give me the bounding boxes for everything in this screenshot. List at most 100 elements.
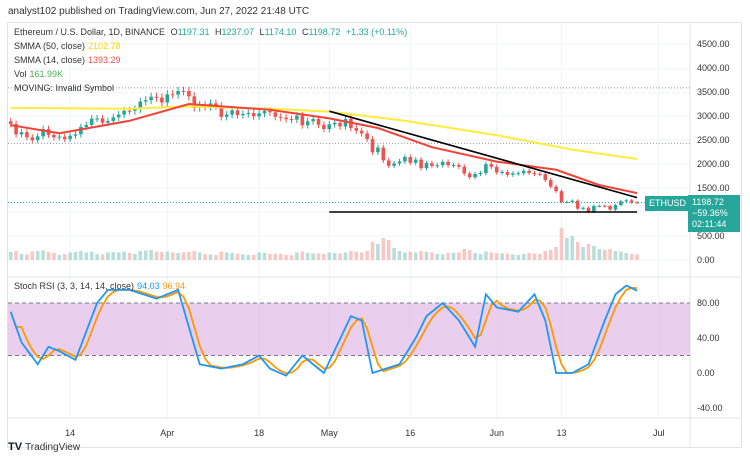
candle-body	[143, 100, 148, 102]
volume-bar	[419, 251, 423, 260]
stoch-d-line	[9, 286, 638, 375]
high-label: H	[214, 27, 222, 37]
candle-body	[343, 118, 348, 127]
volume-bar	[602, 250, 607, 260]
volume-bar	[624, 253, 629, 260]
volume-bar	[581, 247, 585, 260]
candle-body	[489, 164, 494, 167]
candle-body	[570, 200, 575, 202]
last-price: 1198.72	[692, 197, 724, 207]
candle-body	[273, 112, 278, 117]
volume-bar	[629, 254, 634, 260]
volume-bar	[467, 250, 472, 260]
candle-body	[602, 205, 607, 207]
candle-body	[68, 135, 72, 140]
price-tick-label: 2000.00	[697, 159, 730, 169]
candle-body	[494, 166, 499, 173]
high-value: 1237.07	[221, 27, 255, 37]
bar-countdown: 02:11:44	[692, 219, 727, 229]
volume-bar	[138, 251, 143, 260]
ohlc-close: C1198.72	[302, 27, 340, 37]
smma14-legend[interactable]: SMMA (14, close) 1393.29	[14, 55, 124, 65]
volume-bar	[154, 251, 159, 260]
candle-body	[116, 114, 121, 118]
volume-legend[interactable]: Vol 161.99K	[14, 69, 66, 79]
candle-body	[381, 147, 386, 161]
candle-body	[440, 161, 445, 166]
volume-bar	[386, 240, 391, 260]
candle-body	[84, 124, 89, 127]
candle-body	[19, 132, 24, 135]
volume-bar	[370, 242, 375, 260]
volume-bar	[52, 253, 56, 260]
candle-body	[581, 207, 585, 209]
smma50-legend[interactable]: SMMA (50, close) 2102.78	[14, 41, 124, 51]
volume-bar	[397, 251, 402, 260]
volume-bar	[149, 250, 153, 260]
volume-bar	[122, 251, 126, 260]
stoch-legend[interactable]: Stoch RSI (3, 3, 14, 14, close) 94.03 96.9…	[14, 281, 188, 291]
candle-body	[376, 147, 380, 153]
candle-body	[214, 103, 218, 106]
candle-body	[311, 119, 315, 122]
candle-body	[608, 206, 612, 210]
candle-body	[484, 164, 488, 174]
candle-body	[246, 113, 251, 115]
moving-label: MOVING: Invalid Symbol	[14, 83, 115, 93]
volume-bar	[570, 236, 575, 260]
candle-body	[230, 110, 234, 115]
volume-bar	[100, 254, 105, 260]
candle-body	[478, 173, 483, 175]
time-tick-label: May	[321, 428, 339, 438]
volume-bar	[187, 252, 191, 260]
volume-bar	[613, 251, 618, 260]
volume-bar	[268, 254, 272, 260]
price-tag: 1198.72 −59.36% 02:11:44	[688, 195, 740, 232]
candle-body	[170, 94, 175, 96]
volume-bar	[295, 252, 299, 260]
candle-body	[57, 136, 62, 138]
chart-frame[interactable]	[7, 22, 742, 448]
candle-body	[505, 172, 510, 175]
volume-bar	[457, 252, 461, 260]
candle-body	[295, 115, 299, 120]
volume-bar	[57, 255, 62, 260]
candle-body	[35, 136, 40, 141]
volume-bar	[494, 253, 499, 260]
volume-value: 161.99K	[29, 69, 64, 79]
candle-body	[52, 134, 56, 138]
time-tick-label: Apr	[160, 428, 174, 438]
volume-bar	[424, 251, 429, 260]
volume-bar	[214, 255, 218, 260]
candle-body	[451, 165, 456, 167]
tradingview-logo[interactable]: TV TradingView	[8, 441, 80, 453]
moving-legend[interactable]: MOVING: Invalid Symbol	[14, 83, 117, 93]
candle-body	[419, 159, 423, 169]
candle-body	[73, 134, 78, 136]
volume-bar	[575, 242, 580, 260]
candle-body	[106, 120, 110, 123]
candle-body	[95, 118, 99, 120]
candle-body	[629, 200, 634, 203]
volume-bar	[89, 251, 94, 260]
candle-body	[619, 201, 623, 206]
volume-bar	[365, 251, 369, 260]
candle-body	[138, 101, 143, 110]
volume-bar	[597, 249, 602, 260]
price-tick-label: 2500.00	[697, 135, 730, 145]
candle-body	[219, 105, 224, 117]
volume-bar	[192, 251, 197, 260]
volume-bar	[165, 251, 170, 260]
smma50-label: SMMA (50, close)	[14, 41, 86, 51]
candle-body	[322, 124, 326, 130]
volume-bar	[160, 252, 164, 260]
candle-body	[165, 94, 170, 103]
volume-bar	[349, 251, 353, 260]
candle-body	[268, 111, 272, 113]
candle-body	[613, 205, 618, 210]
candle-body	[89, 118, 94, 125]
volume-bar	[489, 252, 494, 260]
volume-bar	[208, 254, 213, 260]
volume-bar	[538, 254, 542, 260]
